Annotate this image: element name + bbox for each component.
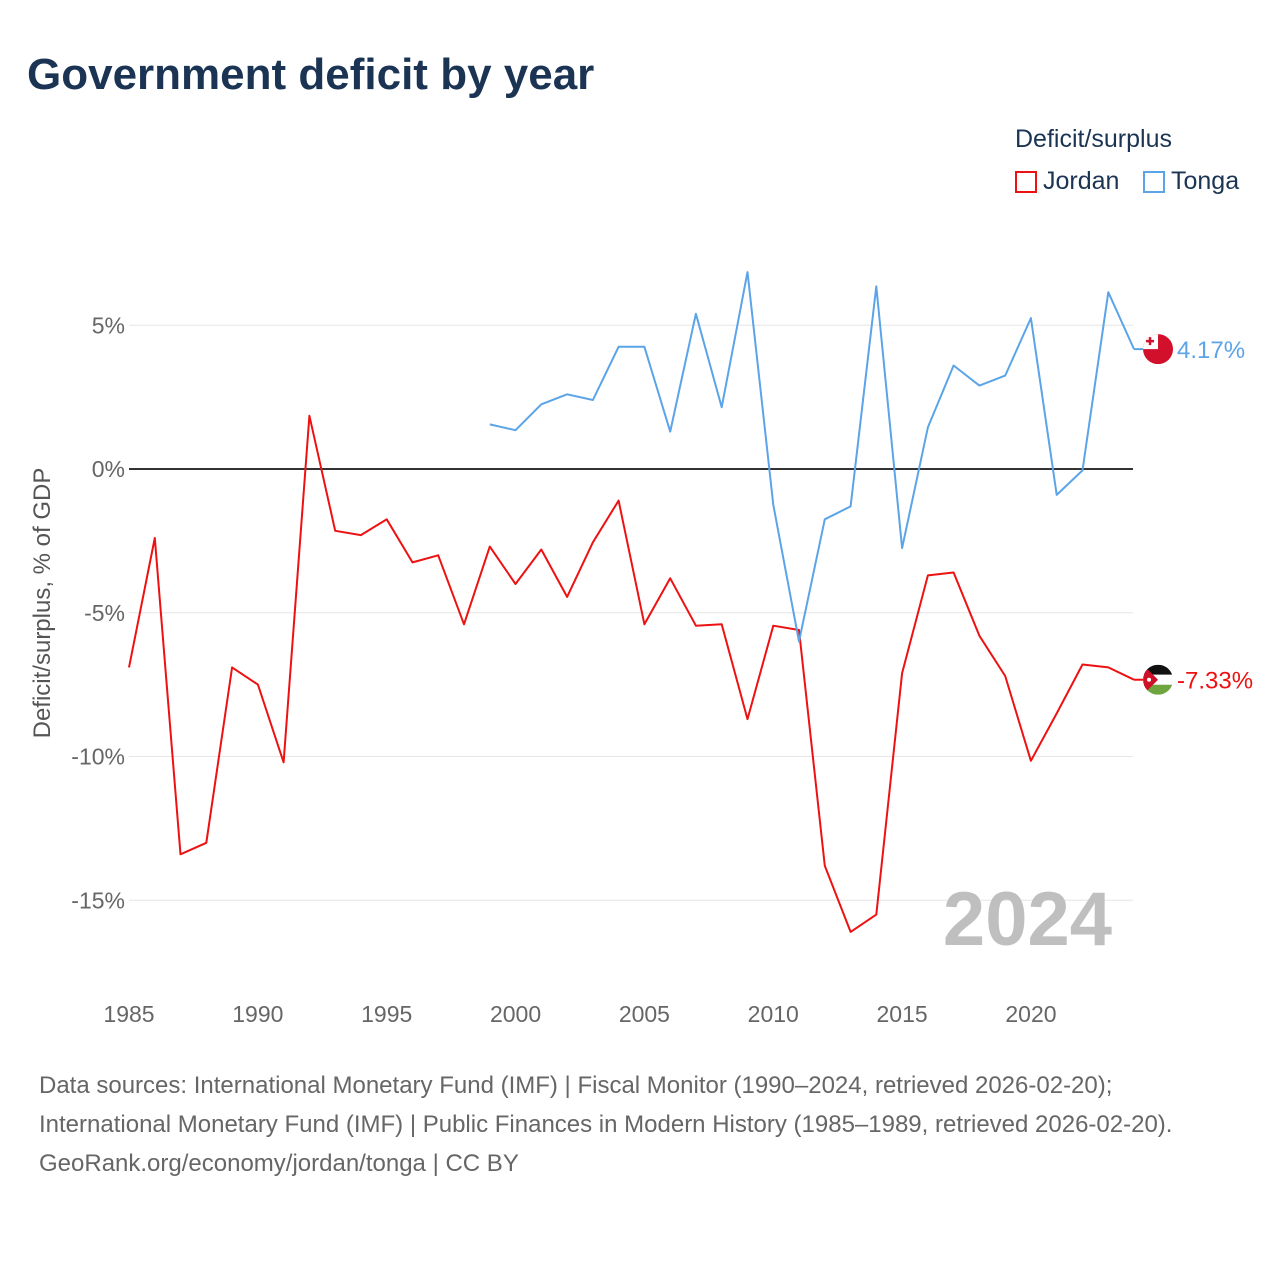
flag-icon-jordan — [1143, 664, 1174, 695]
y-tick-label: -5% — [84, 600, 125, 626]
x-tick-label: 1995 — [361, 1001, 412, 1027]
flag-icon-tonga — [1143, 334, 1174, 365]
legend-title: Deficit/surplus — [1015, 125, 1172, 153]
x-tick-label: 2015 — [877, 1001, 928, 1027]
line-chart: 5% 0% -5% -10% -15% 1985 1990 1995 2000 2005 2010 2… — [29, 271, 1253, 1027]
x-tick-label: 2000 — [490, 1001, 541, 1027]
legend-item-tonga[interactable]: Tonga — [1143, 167, 1239, 196]
x-tick-label: 2005 — [619, 1001, 670, 1027]
legend-label-jordan: Jordan — [1043, 167, 1120, 195]
y-tick-label: -15% — [71, 887, 125, 913]
end-label-jordan: -7.33% — [1177, 668, 1253, 695]
legend-item-jordan[interactable]: Jordan — [1015, 167, 1119, 196]
footer: Data sources: International Monetary Fun… — [39, 1066, 1249, 1183]
credit-link[interactable]: GeoRank.org/economy/jordan/tonga | CC BY — [39, 1150, 519, 1177]
x-tick-label: 2020 — [1005, 1001, 1056, 1027]
series-line-tonga[interactable] — [489, 271, 1135, 643]
chart-title: Government deficit by year — [27, 50, 595, 99]
x-tick-label: 1990 — [232, 1001, 283, 1027]
series-line-jordan[interactable] — [128, 414, 1135, 933]
x-tick-label: 1985 — [103, 1001, 154, 1027]
legend-label-tonga: Tonga — [1171, 167, 1240, 195]
y-tick-label: -10% — [71, 744, 125, 770]
y-tick-label: 0% — [92, 456, 125, 482]
legend-swatch-tonga — [1143, 170, 1165, 193]
end-label-tonga: 4.17% — [1177, 337, 1245, 364]
y-axis-label: Deficit/surplus, % of GDP — [29, 468, 56, 739]
x-tick-label: 2010 — [748, 1001, 799, 1027]
data-sources: Data sources: International Monetary Fun… — [39, 1072, 1173, 1138]
y-tick-label: 5% — [92, 312, 125, 338]
year-watermark: 2024 — [943, 877, 1112, 962]
legend-swatch-jordan — [1015, 170, 1037, 193]
